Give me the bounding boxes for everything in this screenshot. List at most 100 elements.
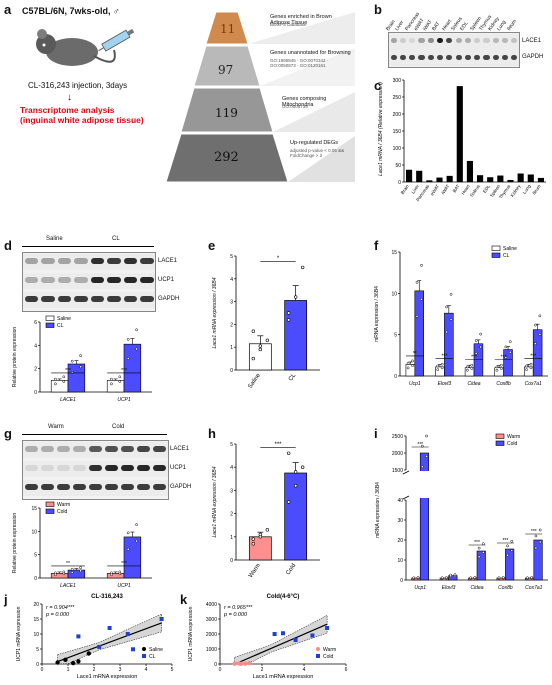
chart-i-bar: 0 10 20 30 40 1500 2000 2500 mRNA expression / 3… [375,433,548,591]
sig-label: *** [441,353,447,359]
bar [527,174,534,182]
x-tick-label: 2 [93,667,96,673]
bar [537,177,544,182]
sig-label: *** [121,561,127,567]
data-point [510,539,514,543]
y-tick-label: 5 [230,254,233,260]
data-point [449,573,453,577]
data-point [504,356,508,359]
bar [477,175,484,182]
blot-band-lace1 [418,38,425,43]
y-tick-label: 10 [33,632,39,638]
x-tick-label: Ucp1 [414,585,426,591]
y-tick-label: 2 [230,322,233,328]
blot-g-bracket [22,434,167,437]
blot-band-gapdh [464,55,472,60]
blot-band [123,296,137,302]
y-tick-label: 0 [230,368,233,374]
panel-label-d: d [4,238,12,253]
blot-band-gapdh [427,55,434,60]
y-tick-label: 0 [34,576,37,582]
y-tick-label: 40 [397,498,403,504]
bar [426,180,433,182]
x-tick-label: UCP1 [117,583,131,589]
data-point [449,292,453,296]
data-point [135,539,138,543]
y-axis-label: Lace1 mRNA expression / 36B4 [212,466,218,537]
data-point [62,380,66,383]
data-point [525,364,528,368]
sig-label: *** [531,529,537,535]
data-point [251,537,256,541]
blot-band-lace1 [427,38,434,43]
data-point [470,367,474,370]
blot-b [388,32,520,68]
data-point [107,626,112,630]
stats-r: r = 0.904*** [46,605,75,611]
blot-d-group1: Saline [46,236,63,242]
y-tick-label: 300 [393,78,402,84]
data-point [474,352,478,355]
pyramid-level-3-sub: GO:0005739 [282,104,308,109]
data-point [55,660,60,665]
data-point [436,368,440,371]
y-tick-label: 2 [230,512,233,518]
data-point [125,632,130,636]
data-point [286,451,291,455]
pyramid-level-2-title: Genes unannotated for Browning [270,50,351,56]
legend-swatch [45,508,55,514]
y-tick-label: 2000 [206,632,217,638]
chart-g-bar: 0 5 10 15 Relative protein expression ** LACE1… [12,501,152,589]
sig-label: *** [65,368,71,374]
blot-band [41,258,55,264]
blot-band [24,296,38,302]
blot-d-bracket [22,246,154,249]
stats-r: r = 0.965*** [224,605,253,611]
lane-label: Ileum [505,18,518,32]
blot-band [153,446,167,452]
axis-break [402,470,410,475]
blot-band-gapdh [455,55,462,60]
x-tick-label: Warm [248,563,262,579]
data-point [135,523,138,526]
data-point [508,340,512,343]
y-tick-label: 0 [230,558,233,564]
data-point [159,617,164,621]
y-tick-label: 1500 [392,468,403,474]
data-point [79,365,82,369]
data-point [538,314,542,318]
bar [497,175,504,182]
data-point [79,566,82,570]
data-point [415,280,419,284]
data-point [508,350,512,354]
y-axis-label: Relative protein expression [12,513,18,574]
data-point [76,659,81,664]
blot-band-gapdh [501,55,509,60]
y-axis-label: UCP1 mRNA expression [16,606,22,661]
data-point [501,576,505,579]
legend-swatch [491,245,501,251]
blot-band [88,446,103,452]
y-tick-label: 3000 [206,617,217,623]
data-point [258,344,263,348]
blot-band [107,277,121,283]
pyramid-level-3-value: 119 [215,106,238,120]
blot-band [72,484,86,490]
panel-label-a: a [4,2,12,17]
x-tick-label: eWAT [429,184,440,197]
blot-band-lace1 [446,38,453,43]
x-tick-label: Liver [410,183,420,194]
sig-label: *** [501,354,507,360]
blot-band-lace1 [464,38,472,43]
chart-title: Cold(4-6°C) [267,594,300,600]
axis-break [402,495,410,500]
pyramid-level-2-sub: GO:1990845 · GO:0070342 · GO:0050873 · G… [270,58,329,68]
data-point [411,364,414,367]
data-point [416,576,420,579]
blot-band [57,296,71,302]
legend-swatch [491,252,501,258]
data-point [415,315,419,318]
data-point [482,551,485,554]
blot-b-label-gapdh: GAPDH [522,54,544,60]
blot-band [140,277,154,283]
